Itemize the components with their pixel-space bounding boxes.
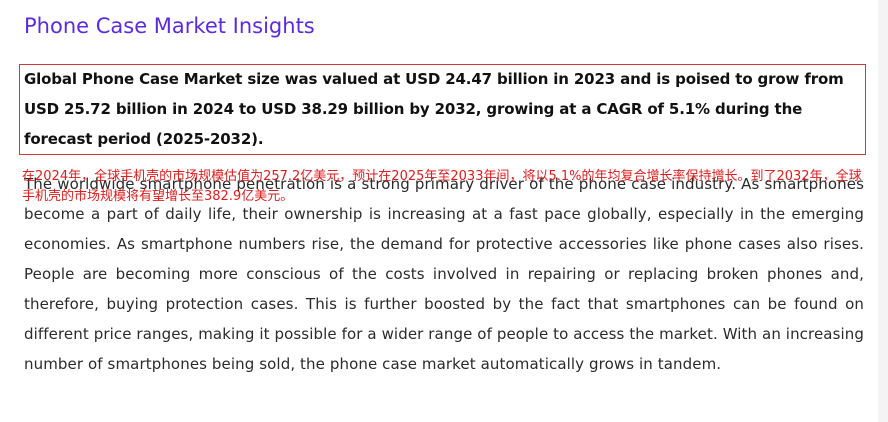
scrollbar-track[interactable] bbox=[878, 0, 888, 422]
market-summary: Global Phone Case Market size was valued… bbox=[24, 70, 844, 148]
translation-annotation: 在2024年，全球手机壳的市场规模估值为257.2亿美元，预计在2025年至20… bbox=[22, 169, 862, 204]
body-paragraph: The worldwide smartphone penetration is … bbox=[24, 175, 864, 373]
page-title: Phone Case Market Insights bbox=[24, 14, 315, 38]
summary-highlight-box bbox=[19, 64, 866, 155]
